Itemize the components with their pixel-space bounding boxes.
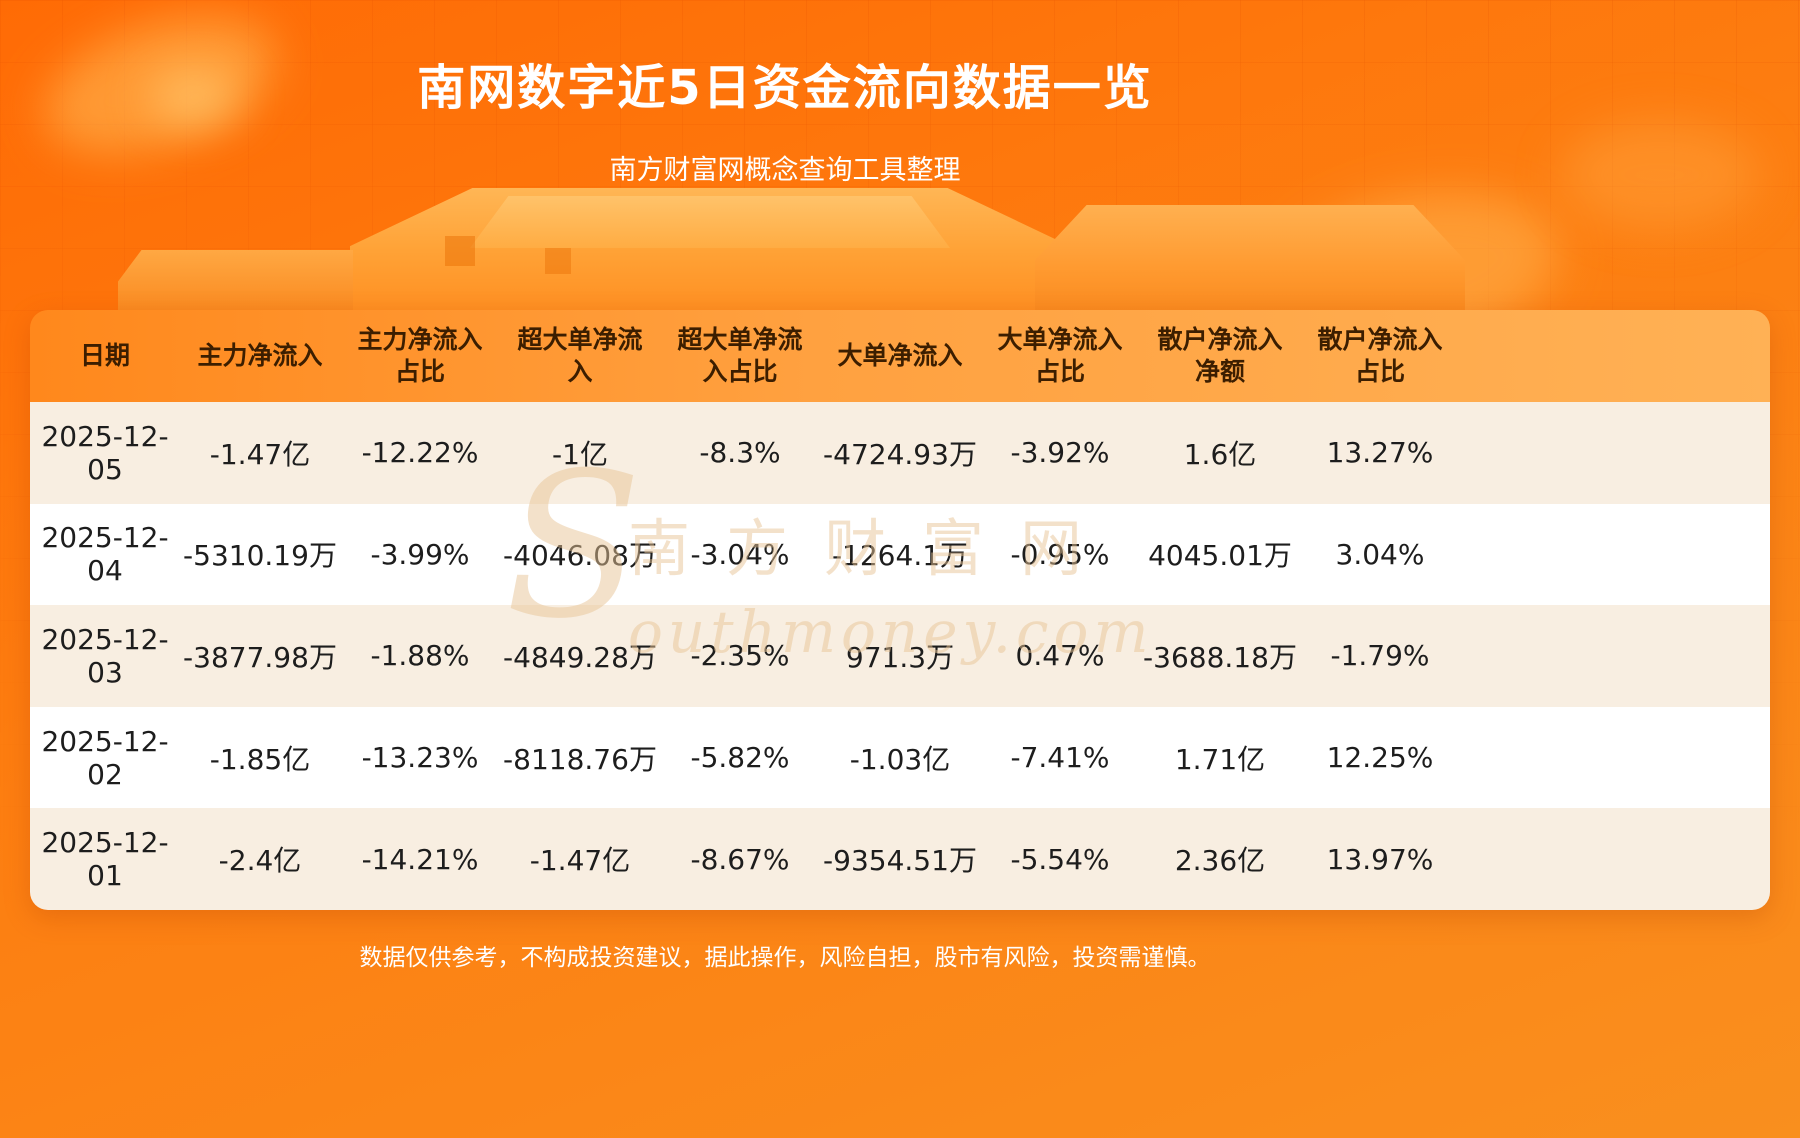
cell-value: -1.79% [1330, 639, 1430, 673]
cell-value: 2.36亿 [1174, 844, 1266, 878]
column-header-main-net-inflow: 主力净流入 [197, 340, 323, 370]
podium-graphic-right [1035, 205, 1465, 320]
cell-value: -8.67% [690, 842, 790, 876]
decorative-swirl-far-right [1560, 120, 1760, 230]
table-row: 2025-12-04 -5310.19万 -3.99% -4046.08万 -3… [30, 503, 1770, 606]
cell-value: -0.95% [1010, 537, 1110, 571]
cell-date: 2025-12-02 [41, 724, 169, 791]
column-header-xl-order-ratio: 超大单净流 入占比 [677, 324, 803, 387]
fund-flow-table: 日期 主力净流入 主力净流入 占比 超大单净流 入 超大单净流 入占比 大单净流… [30, 310, 1770, 910]
cell-value: -1264.1万 [831, 539, 969, 573]
cell-date: 2025-12-05 [41, 419, 169, 486]
cell-value: -4849.28万 [503, 640, 657, 674]
cell-value: -5.82% [690, 741, 790, 775]
cell-value: -1.47亿 [209, 437, 311, 471]
cell-value: 971.3万 [845, 640, 955, 674]
cell-value: -8.3% [699, 436, 781, 470]
podium-window-square [445, 236, 475, 266]
cell-value: -5.54% [1010, 842, 1110, 876]
page-title: 南网数字近5日资金流向数据一览 [417, 60, 1153, 116]
cell-value: -9354.51万 [823, 844, 977, 878]
column-header-retail-net-ratio: 散户净流入 占比 [1317, 324, 1443, 387]
disclaimer-text: 数据仅供参考，不构成投资建议，据此操作，风险自担，股市有风险，投资需谨慎。 [359, 945, 1211, 971]
cell-value: -1亿 [552, 437, 608, 471]
cell-value: -5310.19万 [183, 539, 337, 573]
cell-value: 13.97% [1326, 842, 1434, 876]
cell-date: 2025-12-04 [41, 521, 169, 588]
cell-value: -12.22% [361, 436, 479, 470]
cell-value: -1.03亿 [849, 742, 951, 776]
cell-value: -13.23% [361, 741, 479, 775]
podium-graphic-center-top [470, 196, 950, 248]
column-header-main-net-ratio: 主力净流入 占比 [357, 324, 483, 387]
cell-value: -4046.08万 [503, 539, 657, 573]
cell-value: 1.6亿 [1183, 437, 1257, 471]
column-header-retail-net-amount: 散户净流入 净额 [1157, 324, 1283, 387]
cell-value: -1.47亿 [529, 844, 631, 878]
cell-value: -1.85亿 [209, 742, 311, 776]
cell-value: -3.99% [370, 537, 470, 571]
column-header-large-order-inflow: 大单净流入 [837, 340, 963, 370]
table-row: 2025-12-03 -3877.98万 -1.88% -4849.28万 -2… [30, 605, 1770, 707]
column-header-date: 日期 [79, 340, 130, 370]
cell-value: -3688.18万 [1143, 640, 1297, 674]
podium-window-square [545, 248, 571, 274]
cell-value: 4045.01万 [1148, 539, 1292, 573]
cell-value: -2.35% [690, 639, 790, 673]
cell-value: 1.71亿 [1174, 742, 1266, 776]
cell-value: -8118.76万 [503, 742, 657, 776]
table-row: 2025-12-02 -1.85亿 -13.23% -8118.76万 -5.8… [30, 706, 1770, 809]
cell-value: 13.27% [1326, 436, 1434, 470]
cell-date: 2025-12-03 [41, 622, 169, 689]
page-subtitle: 南方财富网概念查询工具整理 [609, 155, 961, 186]
table-row: 2025-12-05 -1.47亿 -12.22% -1亿 -8.3% -472… [30, 402, 1770, 504]
cell-value: -1.88% [370, 639, 470, 673]
cell-date: 2025-12-01 [41, 826, 169, 893]
cell-value: -3877.98万 [183, 640, 337, 674]
cell-value: -7.41% [1010, 741, 1110, 775]
cell-value: -3.92% [1010, 436, 1110, 470]
cell-value: 3.04% [1335, 537, 1425, 571]
cell-value: -4724.93万 [823, 437, 977, 471]
cell-value: -14.21% [361, 842, 479, 876]
cell-value: 12.25% [1326, 741, 1434, 775]
column-header-xl-order-inflow: 超大单净流 入 [517, 324, 643, 387]
cell-value: -3.04% [690, 537, 790, 571]
table-header-row: 日期 主力净流入 主力净流入 占比 超大单净流 入 超大单净流 入占比 大单净流… [30, 310, 1770, 402]
column-header-large-order-ratio: 大单净流入 占比 [997, 324, 1123, 387]
cell-value: -2.4亿 [218, 844, 302, 878]
podium-graphic-center [350, 188, 1070, 320]
cell-value: 0.47% [1015, 639, 1105, 673]
table-row: 2025-12-01 -2.4亿 -14.21% -1.47亿 -8.67% -… [30, 808, 1770, 910]
